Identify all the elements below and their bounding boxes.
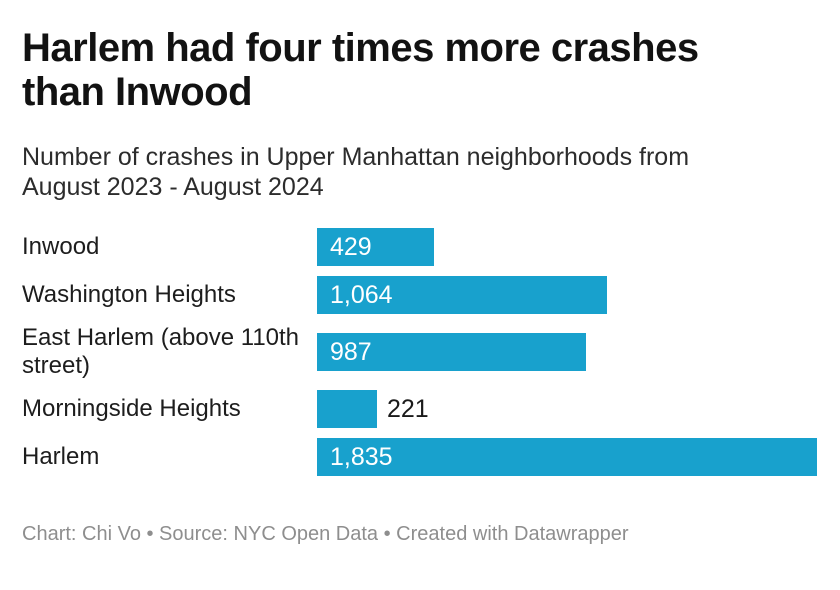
title-line-2: than Inwood [22,70,253,114]
value-label: 429 [330,232,372,261]
chart-row: East Harlem (above 110th street) 987 [22,324,818,380]
category-label: Washington Heights [22,281,236,308]
category-label: East Harlem (above 110th street) [22,324,300,379]
bar-chart: Inwood 429 Washington Heights 1,064 East Har… [22,228,818,476]
bar: 987 [317,333,586,371]
subtitle-line-2: August 2023 - August 2024 [22,173,324,201]
chart-row: Morningside Heights 221 [22,390,818,428]
bar-track: 1,835 [317,438,818,476]
title-line-1: Harlem had four times more crashes [22,26,699,70]
category-label: Inwood [22,233,100,260]
category-label: Morningside Heights [22,395,241,422]
category-label: Harlem [22,443,100,470]
value-label: 1,064 [330,280,393,309]
bar-track: 221 [317,390,818,428]
page-title: Harlem had four times more crashes than … [22,26,818,114]
bar: 429 [317,228,434,266]
bar-track: 987 [317,333,818,371]
bar-track: 429 [317,228,818,266]
bar: 1,835 [317,438,817,476]
chart-subtitle: Number of crashes in Upper Manhattan nei… [22,142,818,202]
chart-row: Harlem 1,835 [22,438,818,476]
bar: 1,064 [317,276,607,314]
chart-footer-credit: Chart: Chi Vo • Source: NYC Open Data • … [22,523,629,545]
value-label: 221 [387,394,429,423]
value-label: 1,835 [330,442,393,471]
value-label: 987 [330,337,372,366]
chart-card: Harlem had four times more crashes than … [0,26,840,590]
bar-track: 1,064 [317,276,818,314]
chart-row: Washington Heights 1,064 [22,276,818,314]
bar [317,390,377,428]
chart-row: Inwood 429 [22,228,818,266]
subtitle-line-1: Number of crashes in Upper Manhattan nei… [22,143,690,171]
